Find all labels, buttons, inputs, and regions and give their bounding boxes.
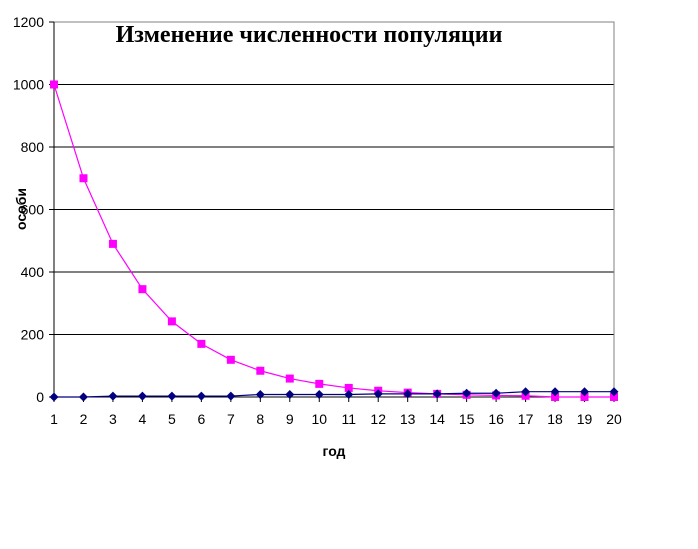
- x-tick-label: 4: [139, 411, 147, 427]
- series-1-point: [108, 239, 117, 248]
- series-1-point: [79, 174, 88, 183]
- series-2-point: [108, 391, 118, 401]
- series-2-point: [285, 390, 295, 399]
- y-tick-label: 200: [21, 327, 45, 343]
- series-2-point: [137, 391, 147, 401]
- x-tick-label: 19: [577, 411, 593, 427]
- series: [49, 80, 619, 402]
- series-2-point: [462, 388, 472, 398]
- series-2-point: [167, 391, 177, 401]
- series-2-point: [78, 392, 88, 402]
- series-1-point: [551, 393, 560, 401]
- gridlines: [54, 84, 614, 335]
- series-1-point: [256, 366, 265, 375]
- x-tick-label: 2: [80, 411, 88, 427]
- y-tick-label: 800: [21, 139, 45, 155]
- series-2-point: [521, 387, 531, 397]
- x-tick-label: 7: [227, 411, 235, 427]
- series-2-point: [49, 392, 59, 402]
- x-tick-label: 9: [286, 411, 294, 427]
- series-1-point: [138, 285, 147, 294]
- x-tick-label: 3: [109, 411, 117, 427]
- series-2-point: [255, 390, 265, 399]
- x-tick-label: 13: [400, 411, 416, 427]
- series-1-point: [167, 317, 176, 326]
- series-2-point: [403, 389, 413, 399]
- series-1-point: [610, 393, 618, 401]
- series-2-point: [373, 389, 383, 399]
- x-tick-label: 5: [168, 411, 176, 427]
- series-2-point: [550, 387, 560, 397]
- x-tick-label: 12: [370, 411, 386, 427]
- chart-title: Изменение численности популяции: [116, 22, 503, 48]
- x-tick-label: 10: [311, 411, 327, 427]
- y-axis-title: особи: [13, 188, 29, 230]
- series-2-point: [196, 391, 206, 401]
- y-tick-label: 600: [21, 202, 45, 218]
- x-tick-label: 8: [256, 411, 264, 427]
- series-1-line: [53, 84, 614, 398]
- series-1-point: [50, 80, 58, 89]
- series-1-point: [344, 383, 353, 392]
- x-tick-label: 17: [518, 411, 534, 427]
- series-2-point: [226, 391, 236, 401]
- series-1-point: [226, 355, 235, 364]
- y-tick-label: 400: [21, 264, 45, 280]
- series-2-point: [432, 389, 442, 399]
- x-tick-label: 18: [547, 411, 563, 427]
- series-2-point: [580, 387, 590, 397]
- y-tick-label: 0: [36, 389, 44, 405]
- x-tick-label: 6: [197, 411, 205, 427]
- y-tick-label: 1200: [13, 14, 44, 30]
- series-1-point: [315, 379, 324, 388]
- series-2-point: [344, 390, 354, 399]
- x-tick-label: 15: [459, 411, 475, 427]
- series-1-point: [285, 374, 294, 383]
- y-tick-label: 1000: [13, 77, 44, 93]
- series-1-point: [197, 339, 206, 348]
- series-2-point: [609, 387, 619, 397]
- x-tick-label: 16: [488, 411, 504, 427]
- series-1-point: [580, 393, 589, 401]
- x-tick-label: 1: [50, 411, 58, 427]
- x-tick-label: 20: [606, 411, 622, 427]
- x-tick-label: 14: [429, 411, 445, 427]
- x-axis-title: год: [323, 443, 346, 459]
- series-2-point: [491, 388, 501, 398]
- x-tick-label: 11: [341, 411, 356, 427]
- series-2-line: [54, 391, 614, 398]
- series-2-point: [314, 390, 324, 399]
